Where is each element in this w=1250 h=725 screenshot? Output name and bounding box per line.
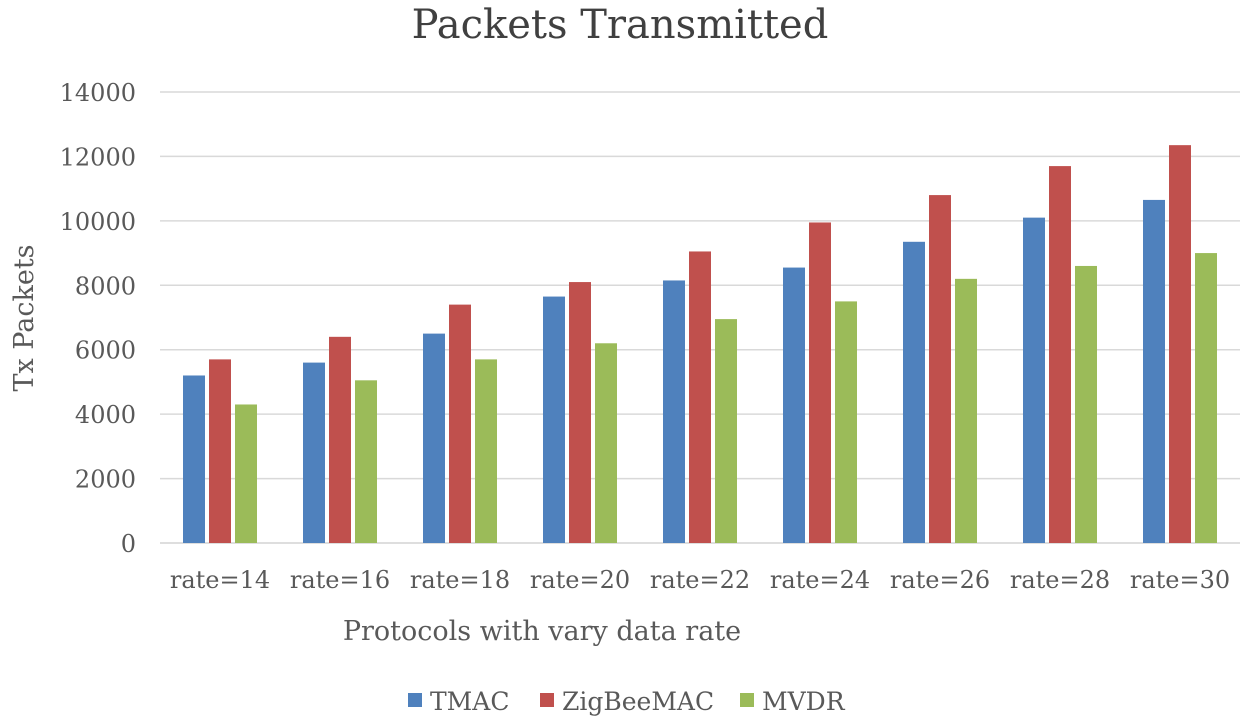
bar-zigbeemac-rate-16 xyxy=(329,336,351,543)
y-tick-label: 12000 xyxy=(60,143,136,171)
bar-tmac-rate-16 xyxy=(303,362,325,543)
bar-tmac-rate-18 xyxy=(423,333,445,543)
x-axis-ticks: rate=14 rate=16 rate=18 rate=20 rate=22 rate=… xyxy=(170,566,1230,594)
bar-mvdr-rate-28 xyxy=(1075,265,1097,543)
bar-mvdr-rate-26 xyxy=(955,278,977,543)
legend: TMAC ZigBeeMAC MVDR xyxy=(408,687,846,716)
y-axis-label: Tx Packets xyxy=(9,244,40,391)
x-axis-label: Protocols with vary data rate xyxy=(343,616,741,647)
x-tick-label: rate=14 xyxy=(170,566,270,594)
chart-title: Packets Transmitted xyxy=(412,2,829,48)
bar-zigbeemac-rate-26 xyxy=(929,195,951,544)
x-tick-label: rate=18 xyxy=(410,566,510,594)
legend-swatch-zigbeemac xyxy=(540,693,554,707)
bar-zigbeemac-rate-20 xyxy=(569,282,591,543)
bar-tmac-rate-14 xyxy=(183,375,205,543)
bar-zigbeemac-rate-24 xyxy=(809,222,831,544)
y-tick-label: 2000 xyxy=(75,466,136,494)
bar-mvdr-rate-18 xyxy=(475,359,497,543)
legend-label-mvdr: MVDR xyxy=(762,687,846,716)
bar-tmac-rate-30 xyxy=(1143,199,1165,544)
x-tick-label: rate=30 xyxy=(1130,566,1230,594)
x-tick-label: rate=20 xyxy=(530,566,630,594)
x-tick-label: rate=16 xyxy=(290,566,390,594)
bar-mvdr-rate-14 xyxy=(235,404,257,543)
bars xyxy=(183,145,1217,544)
bar-tmac-rate-28 xyxy=(1023,217,1045,543)
y-tick-label: 8000 xyxy=(75,272,136,300)
bar-zigbeemac-rate-18 xyxy=(449,304,471,543)
y-tick-label: 14000 xyxy=(60,79,136,107)
bar-mvdr-rate-22 xyxy=(715,319,737,543)
bar-zigbeemac-rate-30 xyxy=(1169,145,1191,543)
bar-mvdr-rate-30 xyxy=(1195,253,1217,544)
legend-swatch-mvdr xyxy=(740,693,754,707)
bar-tmac-rate-22 xyxy=(663,280,685,543)
y-tick-label: 6000 xyxy=(75,337,136,365)
bar-zigbeemac-rate-22 xyxy=(689,251,711,544)
bar-tmac-rate-20 xyxy=(543,296,565,543)
x-tick-label: rate=22 xyxy=(650,566,750,594)
bar-tmac-rate-26 xyxy=(903,241,925,543)
legend-label-tmac: TMAC xyxy=(430,687,509,716)
x-tick-label: rate=24 xyxy=(770,566,870,594)
legend-swatch-tmac xyxy=(408,693,422,707)
bar-mvdr-rate-20 xyxy=(595,343,617,543)
y-axis-ticks: 0 2000 4000 6000 8000 10000 12000 14000 xyxy=(60,79,136,558)
y-tick-label: 4000 xyxy=(75,401,136,429)
y-tick-label: 10000 xyxy=(60,208,136,236)
y-tick-label: 0 xyxy=(121,530,136,558)
bar-zigbeemac-rate-14 xyxy=(209,359,231,543)
bar-mvdr-rate-24 xyxy=(835,301,857,543)
bar-zigbeemac-rate-28 xyxy=(1049,166,1071,544)
x-tick-label: rate=26 xyxy=(890,566,990,594)
bar-tmac-rate-24 xyxy=(783,267,805,543)
x-tick-label: rate=28 xyxy=(1010,566,1110,594)
legend-label-zigbeemac: ZigBeeMAC xyxy=(562,687,714,716)
bar-mvdr-rate-16 xyxy=(355,380,377,543)
